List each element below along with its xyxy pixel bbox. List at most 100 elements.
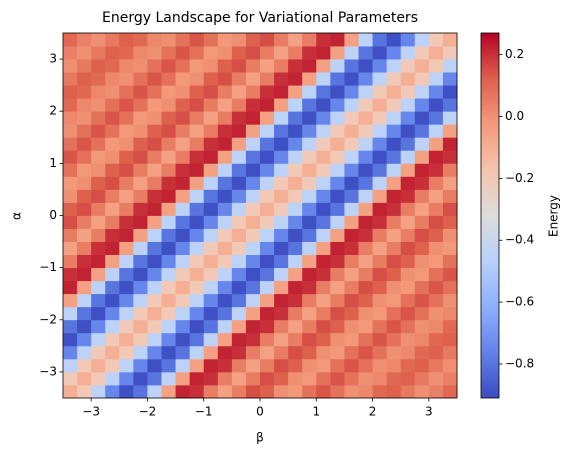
heatmap-cell bbox=[189, 111, 205, 125]
heatmap-cell bbox=[147, 33, 162, 47]
heatmap-cell bbox=[358, 163, 373, 177]
heatmap-cell bbox=[428, 163, 444, 177]
heatmap-cell bbox=[231, 332, 247, 347]
heatmap-cell bbox=[119, 371, 134, 386]
heatmap-cell bbox=[245, 332, 261, 347]
heatmap-cell bbox=[147, 124, 162, 138]
x-tick-label: −3 bbox=[82, 405, 100, 419]
heatmap-cell bbox=[133, 384, 148, 399]
y-tick-label: 1 bbox=[49, 156, 57, 170]
heatmap-cell bbox=[175, 33, 191, 47]
heatmap-cell bbox=[91, 72, 106, 86]
heatmap-cell bbox=[302, 254, 317, 269]
heatmap-cell bbox=[386, 293, 402, 308]
heatmap-cell bbox=[316, 306, 331, 321]
heatmap-cell bbox=[231, 137, 247, 151]
heatmap-cell bbox=[105, 46, 120, 60]
heatmap-cell bbox=[302, 267, 317, 282]
heatmap-cell bbox=[358, 59, 373, 73]
heatmap-cell bbox=[77, 241, 92, 256]
heatmap-cell bbox=[330, 254, 345, 269]
heatmap-cell bbox=[386, 254, 402, 269]
heatmap-cell bbox=[91, 384, 106, 399]
heatmap-cell bbox=[63, 241, 78, 256]
heatmap-cell bbox=[133, 215, 148, 229]
heatmap-cell bbox=[344, 111, 359, 125]
heatmap-cell bbox=[316, 267, 331, 282]
heatmap-cell bbox=[105, 202, 120, 216]
heatmap-cell bbox=[442, 59, 458, 73]
heatmap-cell bbox=[105, 59, 120, 73]
heatmap-cell bbox=[203, 111, 219, 125]
heatmap-cell bbox=[245, 358, 261, 373]
heatmap-cell bbox=[161, 267, 176, 282]
heatmap-cell bbox=[358, 202, 373, 216]
heatmap-cell bbox=[77, 228, 92, 242]
heatmap-cell bbox=[260, 215, 275, 229]
heatmap-cell bbox=[414, 189, 430, 203]
heatmap-cell bbox=[245, 267, 261, 282]
heatmap-cell bbox=[428, 72, 444, 86]
heatmap-cell bbox=[428, 371, 444, 386]
heatmap-cell bbox=[119, 202, 134, 216]
heatmap-cell bbox=[274, 150, 289, 164]
heatmap-cell bbox=[203, 384, 219, 399]
heatmap-cell bbox=[316, 254, 331, 269]
heatmap-cell bbox=[372, 215, 388, 229]
heatmap-cell bbox=[147, 202, 162, 216]
heatmap-cell bbox=[372, 111, 388, 125]
heatmap-cell bbox=[189, 202, 205, 216]
heatmap-cell bbox=[119, 332, 134, 347]
heatmap-cell bbox=[316, 332, 331, 347]
heatmap-cell bbox=[217, 371, 233, 386]
heatmap-cell bbox=[344, 228, 359, 242]
heatmap-cell bbox=[358, 150, 373, 164]
heatmap-cell bbox=[189, 98, 205, 112]
heatmap-cell bbox=[161, 371, 176, 386]
heatmap-cell bbox=[414, 241, 430, 256]
heatmap-cell bbox=[133, 85, 148, 99]
heatmap-cell bbox=[386, 345, 402, 360]
heatmap-cell bbox=[344, 72, 359, 86]
heatmap-cell bbox=[400, 384, 416, 399]
heatmap-cell bbox=[231, 33, 247, 47]
heatmap-cell bbox=[330, 332, 345, 347]
heatmap-cell bbox=[189, 345, 205, 360]
heatmap-cell bbox=[175, 150, 191, 164]
heatmap-cell bbox=[231, 267, 247, 282]
x-tick-label: 2 bbox=[369, 405, 377, 419]
heatmap-cell bbox=[91, 111, 106, 125]
heatmap-cell bbox=[77, 98, 92, 112]
heatmap-cell bbox=[175, 163, 191, 177]
colorbar-tick-label: −0.6 bbox=[505, 295, 534, 309]
heatmap-cell bbox=[344, 176, 359, 190]
heatmap-cell bbox=[274, 358, 289, 373]
heatmap-cell bbox=[344, 137, 359, 151]
heatmap-cell bbox=[414, 124, 430, 138]
heatmap-cell bbox=[260, 241, 275, 256]
heatmap-cell bbox=[91, 85, 106, 99]
heatmap-cell bbox=[316, 98, 331, 112]
heatmap-cell bbox=[105, 228, 120, 242]
heatmap-cell bbox=[288, 332, 303, 347]
heatmap-cell bbox=[274, 202, 289, 216]
heatmap-cell bbox=[63, 111, 78, 125]
heatmap-cell bbox=[91, 358, 106, 373]
heatmap-cell bbox=[372, 384, 388, 399]
heatmap-cell bbox=[77, 306, 92, 321]
heatmap-cell bbox=[161, 241, 176, 256]
heatmap-cell bbox=[119, 98, 134, 112]
heatmap-cell bbox=[302, 124, 317, 138]
heatmap-cell bbox=[316, 202, 331, 216]
heatmap-cell bbox=[288, 163, 303, 177]
heatmap-cell bbox=[161, 176, 176, 190]
heatmap-cell bbox=[428, 319, 444, 334]
heatmap-cell bbox=[330, 176, 345, 190]
heatmap-cell bbox=[63, 33, 78, 47]
heatmap-cell bbox=[442, 72, 458, 86]
heatmap-cell bbox=[414, 306, 430, 321]
heatmap-cell bbox=[400, 163, 416, 177]
heatmap-cell bbox=[372, 332, 388, 347]
heatmap-cell bbox=[428, 332, 444, 347]
heatmap-cell bbox=[217, 254, 233, 269]
